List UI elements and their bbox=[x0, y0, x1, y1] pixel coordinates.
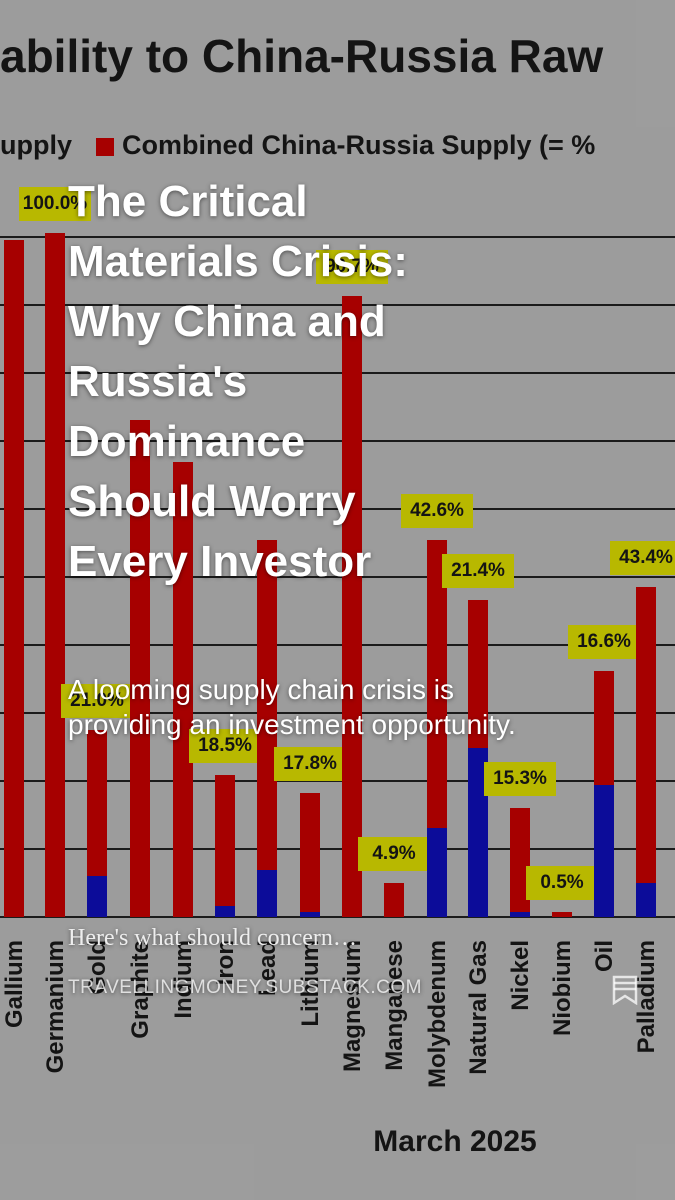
category-label: Gallium bbox=[1, 940, 28, 1028]
bar-segment bbox=[510, 808, 530, 917]
bar-segment bbox=[130, 420, 150, 917]
value-label: 16.6% bbox=[577, 631, 631, 652]
value-label-box bbox=[401, 494, 473, 528]
post-subtitle: A looming supply chain crisis is providi… bbox=[68, 674, 516, 740]
value-label: 43.4% bbox=[619, 547, 673, 568]
bar-segment bbox=[215, 906, 235, 917]
bar-segment bbox=[427, 828, 447, 917]
value-label-box bbox=[484, 762, 556, 796]
value-label-box bbox=[526, 866, 598, 900]
bookmark-icon[interactable] bbox=[612, 975, 638, 1005]
value-label: 0.5% bbox=[540, 872, 583, 893]
value-label: 21.0% bbox=[70, 690, 124, 711]
legend-entry: upply bbox=[0, 130, 72, 160]
value-label-box bbox=[274, 747, 346, 781]
bar-segment bbox=[87, 730, 107, 917]
category-label: Graphite bbox=[127, 940, 154, 1039]
value-label-box bbox=[316, 250, 388, 284]
category-label: Manganese bbox=[381, 940, 408, 1071]
bar-segment bbox=[342, 296, 362, 917]
value-label-box bbox=[61, 684, 133, 718]
value-label-box bbox=[442, 554, 514, 588]
bar-segment bbox=[87, 876, 107, 917]
bar-segment bbox=[173, 462, 193, 917]
bar-segment bbox=[468, 748, 488, 917]
bar-segment bbox=[510, 912, 530, 917]
value-label-box bbox=[358, 837, 430, 871]
bar-segment bbox=[300, 912, 320, 917]
bar-segment bbox=[594, 785, 614, 917]
legend-swatch bbox=[96, 138, 114, 156]
category-label: Indium bbox=[170, 940, 197, 1019]
value-label: 21.4% bbox=[451, 560, 505, 581]
category-label: Magnesium bbox=[339, 940, 366, 1072]
bar-segment bbox=[636, 883, 656, 917]
category-label: Lithium bbox=[297, 940, 324, 1027]
post-title: The Critical Materials Crisis: Why China… bbox=[68, 177, 408, 586]
category-label: Oil bbox=[591, 940, 618, 972]
bar-segment bbox=[215, 775, 235, 917]
bar-segment bbox=[257, 540, 277, 917]
bar-segment bbox=[4, 240, 24, 917]
category-label: Nickel bbox=[507, 940, 534, 1011]
category-label: Lead bbox=[254, 940, 281, 996]
bar-segment bbox=[300, 793, 320, 917]
bar-segment bbox=[257, 870, 277, 917]
value-label: 42.6% bbox=[410, 500, 464, 521]
value-label: 90.7% bbox=[325, 256, 379, 277]
category-label: Niobium bbox=[549, 940, 576, 1036]
category-label: Palladium bbox=[633, 940, 660, 1053]
value-label-box bbox=[19, 187, 91, 221]
x-axis-label: March 2025 bbox=[373, 1125, 536, 1158]
value-label: 17.8% bbox=[283, 753, 337, 774]
bar-segment bbox=[384, 883, 404, 917]
bar-segment bbox=[427, 540, 447, 917]
value-label-box bbox=[610, 541, 675, 575]
category-label: Germanium bbox=[42, 940, 69, 1073]
value-label: 4.9% bbox=[372, 843, 415, 864]
category-label: Gold bbox=[84, 940, 111, 995]
value-label: 100.0% bbox=[23, 193, 88, 214]
publication-domain: TRAVELLINGMONEY.SUBSTACK.COM bbox=[68, 977, 422, 998]
bar-segment bbox=[636, 587, 656, 917]
legend-entry: Combined China-Russia Supply (= % bbox=[122, 130, 595, 160]
value-label: 18.5% bbox=[198, 735, 252, 756]
value-label: 15.3% bbox=[493, 768, 547, 789]
chart-title: ability to China-Russia Raw bbox=[0, 30, 603, 82]
category-label: Iron bbox=[212, 940, 239, 985]
category-label: Molybdenum bbox=[424, 940, 451, 1088]
bar-segment bbox=[552, 912, 572, 917]
category-label: Natural Gas bbox=[465, 940, 492, 1075]
post-excerpt: Here's what should concern… bbox=[68, 925, 357, 951]
value-label-box bbox=[568, 625, 640, 659]
value-label-box bbox=[189, 729, 261, 763]
bar-segment bbox=[45, 233, 65, 917]
